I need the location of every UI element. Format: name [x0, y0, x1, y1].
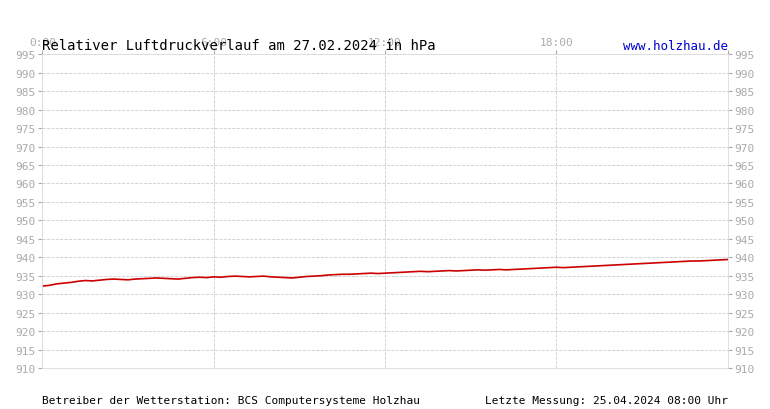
Text: Betreiber der Wetterstation: BCS Computersysteme Holzhau: Betreiber der Wetterstation: BCS Compute…	[42, 395, 420, 405]
Text: Relativer Luftdruckverlauf am 27.02.2024 in hPa: Relativer Luftdruckverlauf am 27.02.2024…	[42, 39, 436, 53]
Text: Letzte Messung: 25.04.2024 08:00 Uhr: Letzte Messung: 25.04.2024 08:00 Uhr	[484, 395, 728, 405]
Text: www.holzhau.de: www.holzhau.de	[623, 40, 728, 53]
